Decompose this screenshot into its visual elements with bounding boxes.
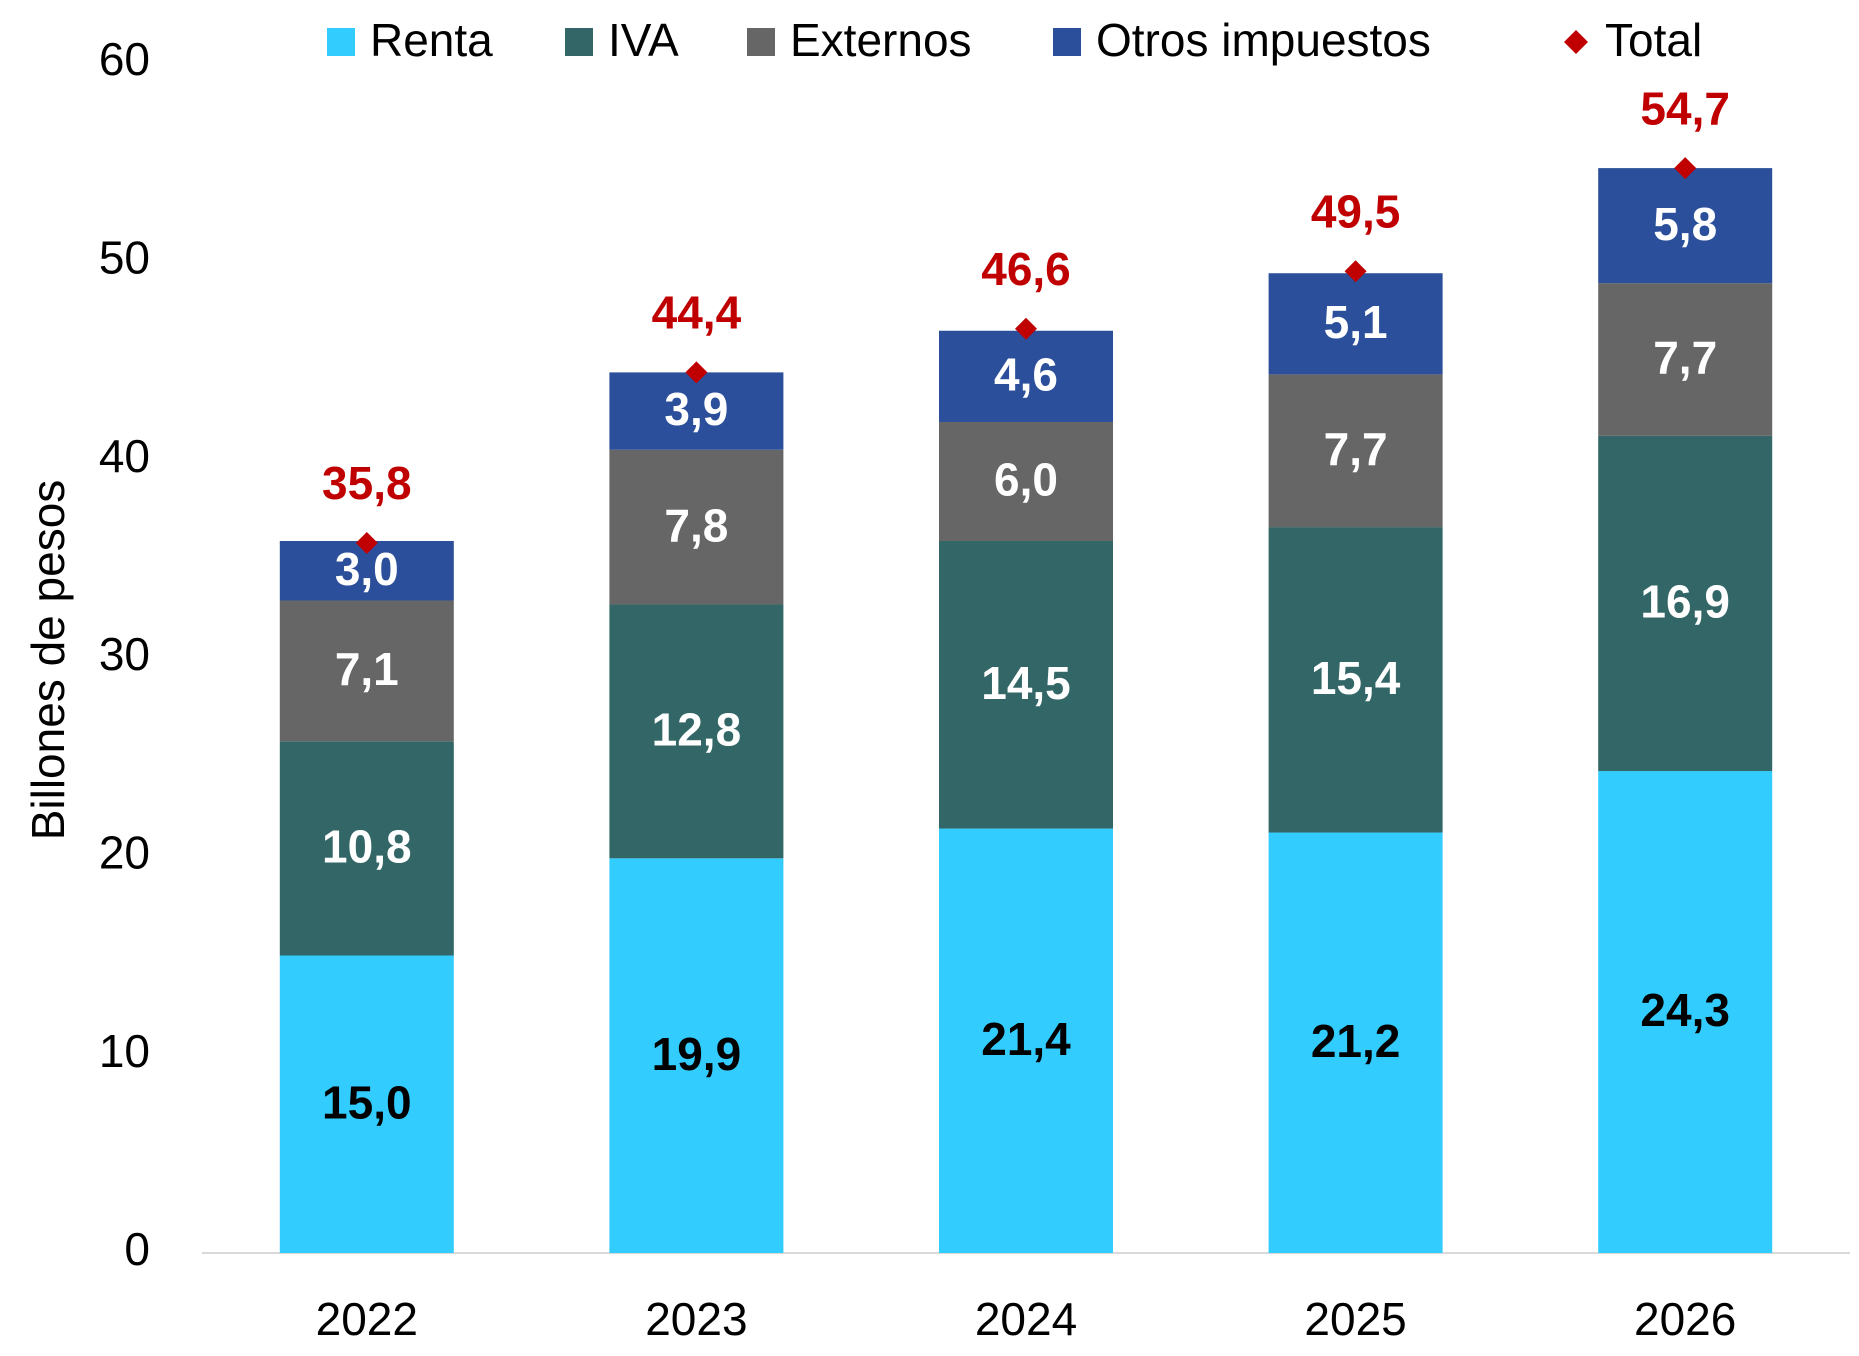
data-label: 4,6: [994, 349, 1058, 401]
legend-label: Externos: [790, 14, 972, 66]
data-label: 7,1: [335, 643, 399, 695]
bar-segment: [939, 540, 1113, 829]
legend-label: Otros impuestos: [1096, 14, 1431, 66]
bar-segment: [1598, 168, 1773, 284]
bar-segment: [609, 604, 784, 859]
bar-segment: [279, 741, 454, 956]
data-label: 5,1: [1324, 296, 1388, 348]
bar-segment: [1268, 374, 1443, 528]
data-label: 24,3: [1640, 984, 1730, 1036]
bar-segment: [609, 449, 784, 605]
y-tick-label: 40: [99, 430, 150, 482]
data-label: 3,9: [664, 383, 728, 435]
bar-segment: [939, 421, 1113, 541]
bar-segment: [279, 600, 454, 742]
data-label: 6,0: [994, 454, 1058, 506]
bar-segment: [1598, 283, 1773, 436]
y-tick-label: 10: [99, 1025, 150, 1077]
data-label: 12,8: [652, 704, 742, 756]
data-label: 15,4: [1311, 652, 1401, 704]
y-tick-label: 20: [99, 826, 150, 878]
bar-segment: [1598, 435, 1773, 772]
x-tick-label: 2026: [1634, 1293, 1736, 1345]
total-marker: [1674, 157, 1697, 180]
data-label: 14,5: [981, 657, 1071, 709]
total-label: 44,4: [652, 287, 742, 339]
total-marker: [685, 361, 708, 384]
bar-segment: [1268, 273, 1443, 375]
x-tick-label: 2022: [316, 1293, 418, 1345]
data-label: 7,8: [664, 499, 728, 551]
bar-segment: [1268, 527, 1443, 833]
total-label: 49,5: [1311, 185, 1401, 237]
legend-swatch: [565, 28, 593, 56]
bar-segment: [939, 828, 1113, 1253]
y-tick-label: 60: [99, 33, 150, 85]
data-label: 16,9: [1640, 576, 1730, 628]
legend-swatch: [327, 28, 355, 56]
total-marker: [1015, 317, 1037, 340]
data-label: 10,8: [322, 821, 412, 873]
legend-marker: [1564, 30, 1588, 54]
y-tick-label: 30: [99, 628, 150, 680]
x-tick-label: 2024: [975, 1293, 1077, 1345]
x-tick-label: 2025: [1304, 1293, 1406, 1345]
legend-swatch: [747, 28, 775, 56]
x-tick-label: 2023: [645, 1293, 747, 1345]
bar-segment: [609, 372, 784, 450]
legend-label: Total: [1605, 14, 1702, 66]
total-label: 46,6: [981, 243, 1071, 295]
bar-segment: [279, 955, 454, 1253]
total-marker: [1344, 260, 1367, 283]
legend-label: Renta: [370, 14, 493, 66]
y-tick-label: 0: [124, 1223, 150, 1275]
data-label: 21,4: [981, 1013, 1071, 1065]
bar-segment: [609, 858, 784, 1253]
legend-swatch: [1053, 28, 1081, 56]
bar-segment: [1268, 832, 1443, 1253]
y-tick-label: 50: [99, 231, 150, 283]
total-marker: [355, 531, 378, 554]
data-label: 15,0: [322, 1076, 412, 1128]
total-label: 54,7: [1640, 82, 1730, 134]
bar-segment: [939, 330, 1113, 422]
y-axis-title: Billones de pesos: [22, 480, 74, 841]
bar-segment: [1598, 771, 1773, 1253]
total-label: 35,8: [322, 457, 412, 509]
data-label: 5,8: [1653, 198, 1717, 250]
data-label: 21,2: [1311, 1015, 1401, 1067]
legend-label: IVA: [608, 14, 679, 66]
data-label: 19,9: [652, 1028, 742, 1080]
data-label: 7,7: [1324, 423, 1388, 475]
data-label: 7,7: [1653, 332, 1717, 384]
